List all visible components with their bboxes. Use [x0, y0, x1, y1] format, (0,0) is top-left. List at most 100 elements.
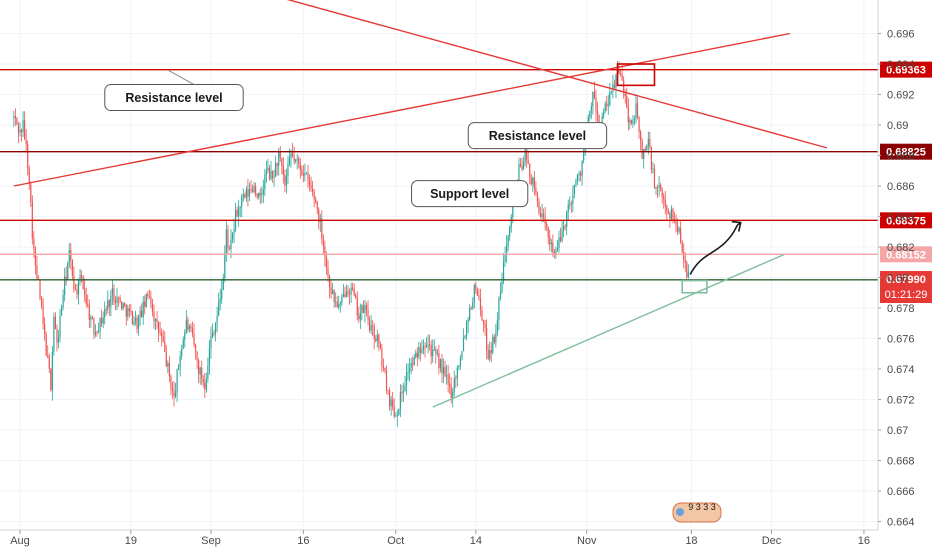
- candle-body: [87, 304, 89, 306]
- candle-body: [684, 260, 686, 263]
- candle-body: [54, 316, 57, 330]
- candle-body: [658, 184, 660, 188]
- candle-body: [396, 414, 398, 417]
- candle-body: [182, 339, 184, 349]
- candle-body: [167, 363, 169, 367]
- candle-body: [601, 116, 603, 123]
- candle-body: [365, 305, 368, 311]
- candle-body: [550, 242, 552, 245]
- candle-body: [364, 305, 366, 313]
- candle-body: [401, 392, 403, 394]
- candle-body: [672, 208, 674, 219]
- candle-body: [42, 305, 44, 324]
- candle-body: [188, 326, 190, 330]
- candle-body: [370, 325, 372, 331]
- candle-body: [62, 295, 64, 308]
- candle-body: [640, 131, 642, 141]
- candle-body: [667, 211, 669, 214]
- candle-body: [553, 252, 555, 255]
- candle-body: [381, 348, 383, 367]
- candle-body: [238, 207, 240, 217]
- candle-body: [193, 333, 195, 345]
- candle-body: [150, 296, 152, 304]
- candle-body: [484, 323, 486, 328]
- candle-body: [30, 184, 32, 202]
- candle-body: [65, 276, 67, 280]
- candle-body: [322, 238, 324, 247]
- candle-body: [472, 302, 474, 309]
- candles: [13, 61, 689, 427]
- candle-body: [14, 116, 16, 119]
- candle-body: [407, 371, 409, 373]
- candle-body: [489, 350, 491, 360]
- candle-body: [51, 351, 53, 391]
- candle-body: [181, 348, 183, 357]
- candle-body: [527, 159, 529, 164]
- candle-body: [53, 316, 55, 352]
- candle-body: [191, 328, 194, 334]
- x-tick-label: Oct: [387, 535, 404, 547]
- price-level-badge: [880, 212, 932, 229]
- candle-body: [270, 170, 272, 179]
- candle-body: [633, 118, 636, 121]
- candle-body: [507, 236, 509, 246]
- candle-body: [33, 238, 35, 249]
- candle-body: [347, 291, 349, 294]
- candle-body: [19, 129, 21, 133]
- candle-body: [399, 392, 401, 410]
- y-tick-label: 0.694: [887, 59, 915, 71]
- candle-body: [250, 189, 252, 190]
- candle-body: [216, 316, 218, 323]
- candle-body: [433, 349, 435, 351]
- candle-body: [77, 278, 80, 295]
- candle-body: [116, 296, 118, 303]
- candle-body: [153, 311, 155, 322]
- candle-body: [88, 305, 90, 320]
- candle-body: [384, 368, 386, 371]
- candle-body: [466, 322, 468, 336]
- candle-body: [464, 335, 466, 338]
- candle-body: [458, 365, 460, 368]
- candle-body: [125, 305, 127, 317]
- candle-body: [207, 365, 209, 380]
- candle-body: [436, 353, 438, 354]
- candle-body: [590, 106, 592, 112]
- candle-body: [202, 378, 204, 383]
- candle-body: [393, 406, 395, 417]
- candle-body: [291, 153, 294, 157]
- candle-body: [506, 245, 508, 255]
- candle-body: [390, 399, 392, 407]
- candle-body: [558, 237, 560, 249]
- candle-body: [429, 344, 431, 346]
- candle-body: [492, 336, 494, 353]
- candle-body: [57, 337, 60, 343]
- candle-body: [649, 138, 651, 148]
- candle-body: [161, 332, 163, 337]
- candle-body: [137, 316, 140, 329]
- candle-body: [670, 208, 673, 219]
- candle-body: [502, 261, 505, 282]
- candle-body: [387, 390, 389, 391]
- candle-body: [131, 311, 134, 325]
- candle-body: [486, 327, 488, 350]
- candle-body: [663, 196, 665, 200]
- candle-body: [24, 120, 26, 140]
- candle-body: [325, 256, 328, 268]
- candle-body: [79, 275, 81, 279]
- candle-body: [111, 288, 113, 296]
- candle-body: [496, 319, 498, 333]
- y-tick-label: 0.668: [887, 456, 915, 468]
- candle-body: [475, 284, 477, 291]
- projection-arrowhead: [731, 220, 742, 232]
- candle-body: [461, 351, 463, 358]
- candle-body: [299, 163, 301, 171]
- candle-body: [267, 167, 269, 171]
- trend-line: [432, 253, 785, 408]
- candle-body: [632, 120, 634, 124]
- candle-body: [382, 366, 385, 369]
- candle-body: [358, 315, 360, 320]
- candle-body: [438, 353, 440, 368]
- candle-body: [661, 190, 663, 197]
